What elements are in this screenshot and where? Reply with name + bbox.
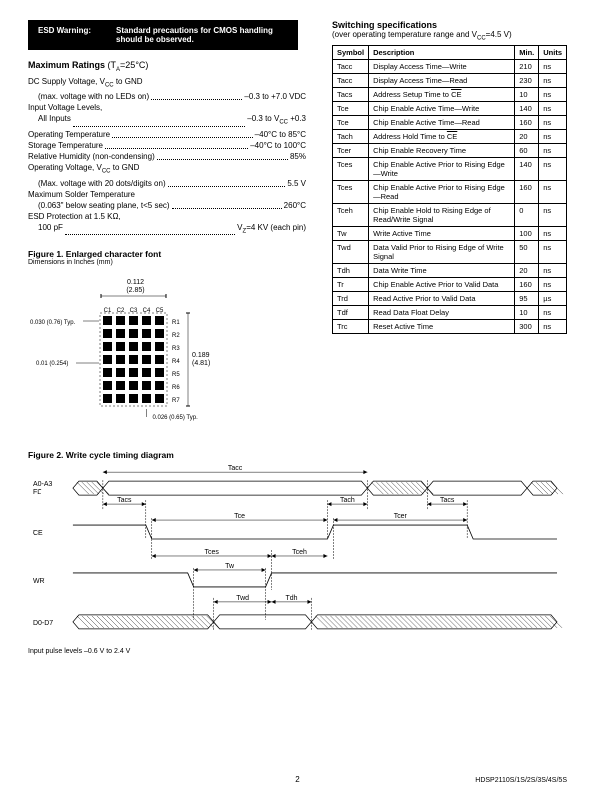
figure1-title: Figure 1. Enlarged character font	[28, 249, 306, 259]
table-row: TaccDisplay Access Time—Read230ns	[333, 73, 567, 87]
svg-text:0.01 (0.254): 0.01 (0.254)	[36, 361, 68, 367]
table-row: TaccDisplay Access Time—Write210ns	[333, 59, 567, 73]
table-header: Symbol	[333, 45, 369, 59]
ratings-line: Input Voltage Levels,	[28, 102, 306, 113]
svg-text:D0-D7: D0-D7	[33, 620, 53, 627]
switching-sub-sub: CC	[477, 36, 486, 42]
table-header: Min.	[515, 45, 539, 59]
svg-text:Tce: Tce	[234, 513, 245, 520]
esd-label: ESD Warning:	[38, 26, 116, 44]
svg-text:Tacs: Tacs	[440, 497, 455, 504]
esd-text: Standard precautions for CMOS handling s…	[116, 26, 288, 44]
table-row: TcesChip Enable Active Prior to Rising E…	[333, 180, 567, 203]
max-ratings-cond: (T	[108, 60, 117, 70]
table-row: TceChip Enable Active Time—Write140ns	[333, 101, 567, 115]
switching-sub-2: =4.5 V)	[486, 30, 512, 39]
table-header: Units	[539, 45, 567, 59]
page-number: 2	[295, 775, 299, 784]
svg-text:R2: R2	[172, 333, 180, 339]
svg-text:Twd: Twd	[236, 595, 249, 602]
table-row: TrChip Enable Active Prior to Valid Data…	[333, 277, 567, 291]
svg-text:(2.85): (2.85)	[126, 287, 144, 294]
table-row: TcerChip Enable Recovery Time60ns	[333, 143, 567, 157]
switching-spec-table: SymbolDescriptionMin.Units TaccDisplay A…	[332, 45, 567, 334]
table-row: TdfRead Data Float Delay10ns	[333, 305, 567, 319]
table-row: TachAddress Hold Time to CE20ns	[333, 129, 567, 143]
table-row: TdhData Write Time20ns	[333, 263, 567, 277]
svg-text:0.026 (0.65) Typ.: 0.026 (0.65) Typ.	[153, 415, 199, 421]
figure2-diagram: A0-A3FL Tacc Tacs Tach Tacs CE Tce Tcer Tces Tceh…	[28, 460, 567, 640]
switching-sub: (over operating temperature range and VC…	[332, 30, 567, 42]
table-row: TceChip Enable Active Time—Read160ns	[333, 115, 567, 129]
ratings-line: 100 pFVZ=4 KV (each pin)	[28, 222, 306, 238]
svg-text:Tceh: Tceh	[292, 549, 307, 556]
ratings-line: (0.063" below seating plane, t<5 sec)260…	[28, 200, 306, 211]
esd-warning-box: ESD Warning: Standard precautions for CM…	[28, 20, 298, 50]
table-row: TwWrite Active Time100ns	[333, 226, 567, 240]
svg-text:R3: R3	[172, 346, 180, 352]
part-number: HDSP2110S/1S/2S/3S/4S/5S	[475, 777, 567, 784]
table-header: Description	[369, 45, 515, 59]
svg-text:Tdh: Tdh	[286, 595, 298, 602]
svg-text:CE: CE	[33, 530, 43, 537]
switching-title: Switching specifications	[332, 20, 567, 30]
figure1-sub: Dimensions in Inches (mm)	[28, 259, 306, 266]
svg-text:R5: R5	[172, 372, 180, 378]
max-ratings-title-text: Maximum Ratings	[28, 60, 105, 70]
max-ratings-cond-rest: =25°C)	[120, 60, 148, 70]
svg-text:0.189: 0.189	[192, 352, 210, 359]
table-row: TrdRead Active Prior to Valid Data95µs	[333, 291, 567, 305]
svg-text:A0-A3: A0-A3	[33, 481, 52, 488]
svg-text:Tces: Tces	[204, 549, 219, 556]
svg-text:0.112: 0.112	[127, 279, 144, 286]
table-row: TrcReset Active Time300ns	[333, 319, 567, 333]
svg-text:R6: R6	[172, 385, 180, 391]
switching-sub-1: (over operating temperature range and V	[332, 30, 477, 39]
figure2-title: Figure 2. Write cycle timing diagram	[28, 450, 567, 460]
figure1-diagram: 0.112(2.85)C1C2C3C4C5R1R2R3R4R5R6R70.030…	[28, 274, 248, 434]
ratings-line: DC Supply Voltage, VCC to GND	[28, 76, 306, 92]
svg-text:FL: FL	[33, 489, 41, 496]
svg-text:Tw: Tw	[225, 563, 235, 570]
ratings-line: Operating Voltage, VCC to GND	[28, 162, 306, 178]
table-row: TcehChip Enable Hold to Rising Edge of R…	[333, 203, 567, 226]
table-row: TacsAddress Setup Time to CE10ns	[333, 87, 567, 101]
svg-text:R1: R1	[172, 320, 180, 326]
svg-text:Tcer: Tcer	[394, 513, 408, 520]
ratings-line: ESD Protection at 1.5 KΩ,	[28, 211, 306, 222]
ratings-line: All Inputs–0.3 to VCC +0.3	[28, 113, 306, 129]
ratings-line: (max. voltage with no LEDs on)–0.3 to +7…	[28, 91, 306, 102]
svg-text:Tacc: Tacc	[228, 465, 243, 472]
svg-text:Tacs: Tacs	[117, 497, 132, 504]
svg-text:0.030 (0.76) Typ.: 0.030 (0.76) Typ.	[30, 320, 76, 326]
ratings-line: Maximum Solder Temperature	[28, 189, 306, 200]
ratings-line: Operating Temperature–40°C to 85°C	[28, 129, 306, 140]
table-row: TcesChip Enable Active Prior to Rising E…	[333, 157, 567, 180]
svg-text:R7: R7	[172, 398, 180, 404]
svg-text:WR: WR	[33, 578, 45, 585]
ratings-line: Storage Temperature–40°C to 100°C	[28, 140, 306, 151]
svg-text:R4: R4	[172, 359, 180, 365]
svg-text:Tach: Tach	[340, 497, 355, 504]
max-ratings-title: Maximum Ratings (TA=25°C)	[28, 60, 306, 73]
ratings-line: (Max. voltage with 20 dots/digits on)5.5…	[28, 178, 306, 189]
svg-text:(4.81): (4.81)	[192, 360, 210, 367]
ratings-list: DC Supply Voltage, VCC to GND(max. volta…	[28, 76, 306, 237]
figure2-footnote: Input pulse levels –0.6 V to 2.4 V	[28, 648, 567, 655]
table-row: TwdData Valid Prior to Rising Edge of Wr…	[333, 240, 567, 263]
ratings-line: Relative Humidity (non-condensing)85%	[28, 151, 306, 162]
